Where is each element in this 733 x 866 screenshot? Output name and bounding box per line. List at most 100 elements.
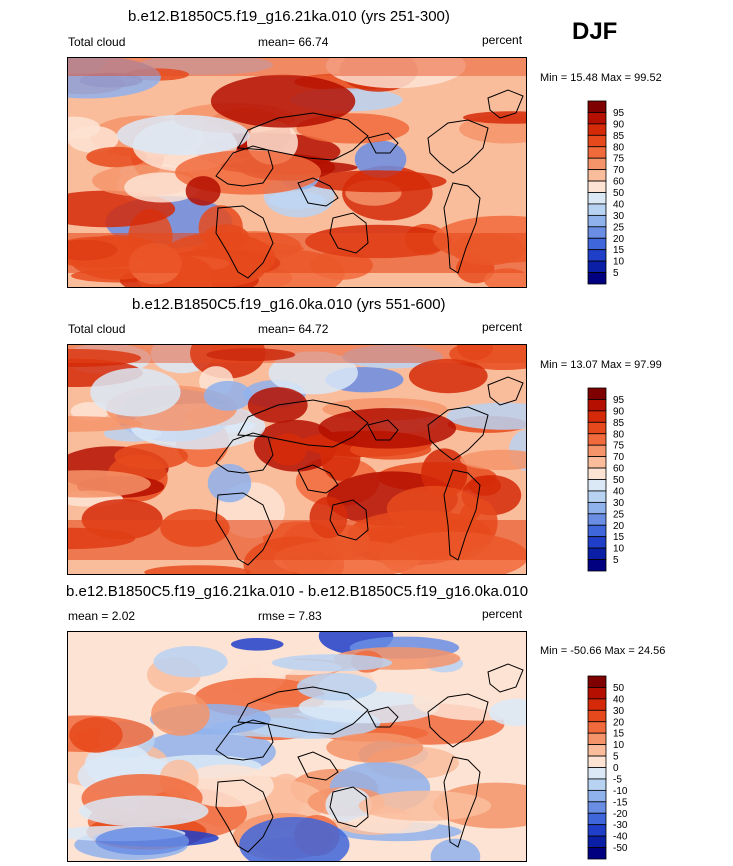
colorbar-tick-label: 20 [613, 521, 625, 532]
colorbar-tick-label: 75 [613, 154, 625, 165]
colorbar-swatch [587, 835, 607, 848]
colorbar-tick-label: 30 [613, 498, 625, 509]
panel2-colorbar: 95 90 85 80 75 70 60 50 40 30 25 20 15 10 5 [587, 387, 638, 572]
colorbar-tick-label: -40 [613, 832, 628, 843]
colorbar-tick-label: 90 [613, 406, 625, 417]
colorbar-swatch [587, 536, 607, 549]
colorbar-swatch [587, 237, 607, 251]
colorbar-swatch [587, 100, 607, 113]
colorbar-tick-label: 50 [613, 188, 625, 199]
panel3-colorbar: 50 40 30 20 15 10 5 0 -5 -10 -15 -20 -30 -40 -50 [587, 675, 638, 860]
colorbar-swatch [587, 732, 607, 746]
colorbar-swatch [587, 456, 607, 469]
panel2-field [68, 345, 526, 574]
colorbar-swatch [587, 675, 607, 688]
colorbar-tick-label: -30 [613, 820, 628, 831]
panel1-mean: mean= 66.74 [258, 35, 329, 49]
colorbar-tick-label: 15 [613, 729, 625, 740]
colorbar-swatch [587, 387, 607, 400]
colorbar-swatch [587, 778, 607, 791]
panel2-mean: mean= 64.72 [258, 322, 329, 336]
colorbar-tick-label: 40 [613, 199, 625, 210]
colorbar-tick-label: -50 [613, 843, 628, 854]
colorbar-tick-label: 20 [613, 717, 625, 728]
colorbar-swatch [587, 524, 607, 538]
colorbar-tick-label: 20 [613, 234, 625, 245]
colorbar-swatch [587, 112, 607, 125]
colorbar-tick-label: 80 [613, 142, 625, 153]
colorbar-tick-label: 75 [613, 441, 625, 452]
colorbar-tick-label: 5 [613, 555, 619, 566]
panel2-left-label: Total cloud [68, 322, 126, 336]
panel3-units: percent [482, 607, 523, 621]
colorbar-swatch [587, 410, 607, 423]
colorbar-tick-label: 15 [613, 245, 625, 256]
colorbar-swatch [587, 547, 607, 560]
season-label: DJF [572, 18, 618, 45]
colorbar-swatch [587, 123, 607, 136]
colorbar-tick-label: 90 [613, 119, 625, 130]
colorbar-tick-label: 30 [613, 211, 625, 222]
colorbar-tick-label: -10 [613, 786, 628, 797]
colorbar-tick-label: 10 [613, 740, 625, 751]
colorbar-swatch [587, 249, 607, 262]
colorbar-tick-label: 30 [613, 706, 625, 717]
colorbar-swatch [587, 467, 607, 480]
panel3-title: b.e12.B1850C5.f19_g16.21ka.010 - b.e12.B… [66, 583, 529, 600]
colorbar-swatch [587, 513, 607, 526]
colorbar-swatch [587, 272, 607, 285]
colorbar-swatch [587, 721, 607, 734]
colorbar-swatch [587, 501, 607, 515]
colorbar-swatch [587, 744, 607, 757]
panel1-minmax: Min = 15.48 Max = 99.52 [540, 72, 662, 84]
colorbar-swatch [587, 146, 607, 159]
panel2-map [67, 344, 527, 575]
colorbar-tick-label: 60 [613, 177, 625, 188]
panel3-mean: mean = 2.02 [68, 609, 136, 623]
colorbar-tick-label: 0 [613, 763, 619, 774]
colorbar-tick-label: 50 [613, 683, 625, 694]
colorbar-swatch [587, 479, 607, 492]
panel2-minmax: Min = 13.07 Max = 97.99 [540, 359, 662, 371]
panel3-field [68, 632, 526, 861]
colorbar-swatch [587, 226, 607, 239]
panel1-field [68, 58, 526, 287]
colorbar-tick-label: 70 [613, 165, 625, 176]
panel3-minmax: Min = -50.66 Max = 24.56 [540, 645, 666, 657]
colorbar-swatch [587, 180, 607, 193]
colorbar-swatch [587, 169, 607, 182]
colorbar-swatch [587, 709, 607, 723]
colorbar-tick-label: 85 [613, 418, 625, 429]
colorbar-swatch [587, 490, 607, 503]
colorbar-tick-label: 70 [613, 452, 625, 463]
panel1-colorbar: 95 90 85 80 75 70 60 50 40 30 25 20 15 10 5 [587, 100, 638, 285]
colorbar-swatch [587, 559, 607, 572]
colorbar-swatch [587, 260, 607, 273]
colorbar-tick-label: 10 [613, 544, 625, 555]
colorbar-tick-label: -20 [613, 809, 628, 820]
colorbar-swatch [587, 847, 607, 860]
colorbar-swatch [587, 789, 607, 803]
colorbar-swatch [587, 399, 607, 412]
colorbar-tick-label: 10 [613, 257, 625, 268]
colorbar-tick-label: 95 [613, 108, 625, 119]
colorbar-tick-label: -15 [613, 797, 628, 808]
panel3-rmse: rmse = 7.83 [258, 609, 322, 623]
colorbar-tick-label: 15 [613, 532, 625, 543]
colorbar-tick-label: 40 [613, 486, 625, 497]
panel2-title: b.e12.B1850C5.f19_g16.0ka.010 (yrs 551-6… [132, 296, 446, 313]
colorbar-swatch [587, 134, 607, 148]
panel1-map [67, 57, 527, 288]
colorbar-swatch [587, 767, 607, 780]
colorbar-swatch [587, 698, 607, 711]
colorbar-tick-label: 80 [613, 429, 625, 440]
colorbar-tick-label: 25 [613, 222, 625, 233]
colorbar-tick-label: 5 [613, 268, 619, 279]
panel3-map [67, 631, 527, 862]
panel1-title: b.e12.B1850C5.f19_g16.21ka.010 (yrs 251-… [128, 8, 450, 25]
colorbar-tick-label: 50 [613, 475, 625, 486]
colorbar-swatch [587, 801, 607, 814]
colorbar-swatch [587, 214, 607, 228]
colorbar-tick-label: 60 [613, 464, 625, 475]
colorbar-swatch [587, 157, 607, 171]
